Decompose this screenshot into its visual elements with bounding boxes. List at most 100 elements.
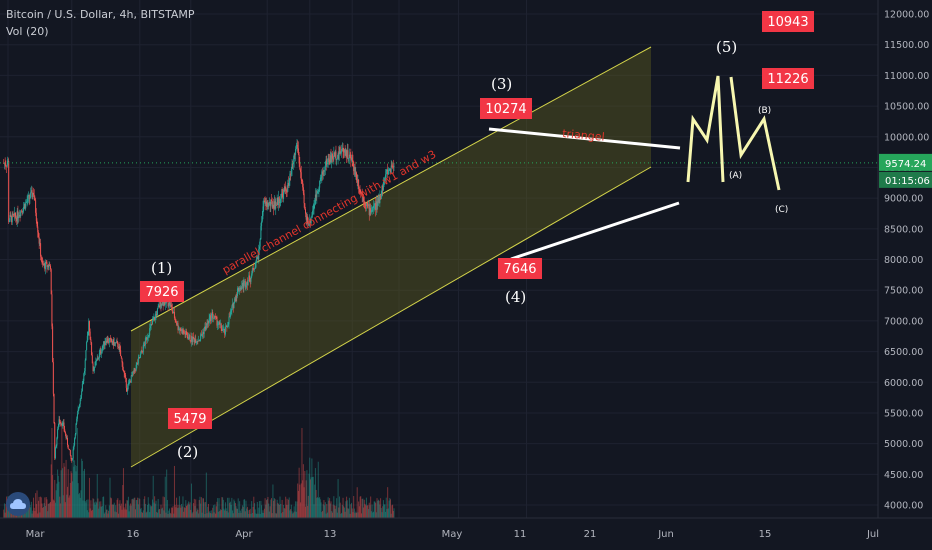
volume-bar <box>317 497 319 518</box>
volume-bar <box>213 512 215 518</box>
candle-body <box>81 383 83 392</box>
candle-body <box>30 190 32 193</box>
triangle-lower-line[interactable] <box>510 201 680 261</box>
volume-bar <box>382 500 384 518</box>
volume-bar <box>191 513 193 518</box>
volume-bar <box>86 499 88 518</box>
volume-bar <box>377 499 379 518</box>
volume-bar <box>154 503 156 518</box>
volume-bar <box>192 511 194 518</box>
time-axis[interactable] <box>0 518 932 550</box>
triangle-upper-line[interactable] <box>488 127 681 150</box>
volume-bar <box>326 504 328 518</box>
channel-lower-line[interactable] <box>130 166 652 468</box>
wave-label: (A) <box>729 171 742 181</box>
volume-bar <box>355 511 357 518</box>
volume-bar <box>292 512 294 518</box>
volume-bar <box>304 470 306 518</box>
candle-body <box>159 305 161 308</box>
volume-bar <box>156 512 158 518</box>
y-tick-label: 6000.00 <box>884 378 923 389</box>
candle-body <box>273 201 275 209</box>
volume-bar <box>69 495 71 518</box>
volume-bar <box>277 502 279 518</box>
volume-bar <box>227 512 229 518</box>
candle-body <box>111 341 113 344</box>
volume-bar <box>138 497 140 518</box>
candle-body <box>23 206 25 212</box>
volume-bar <box>375 502 377 518</box>
volume-bar <box>146 511 148 518</box>
volume-bar <box>35 493 37 518</box>
volume-bar <box>157 499 159 518</box>
candle-body <box>59 419 61 422</box>
volume-bar <box>376 498 378 518</box>
candle-body <box>188 335 190 338</box>
volume-bar <box>60 470 62 518</box>
candle-body <box>46 262 48 267</box>
candle-body <box>54 422 56 459</box>
candle-body <box>175 319 177 323</box>
volume-bar <box>331 512 333 518</box>
tradingview-logo[interactable] <box>6 492 30 516</box>
candle-body <box>161 304 163 307</box>
volume-bar <box>61 428 63 518</box>
volume-bar <box>52 475 54 518</box>
price-box-label: 10274 <box>485 102 526 117</box>
volume-bar <box>155 500 157 518</box>
volume-bar <box>180 507 182 518</box>
cloud-icon <box>10 499 26 509</box>
projection-abc[interactable] <box>729 76 781 191</box>
y-tick-label: 4000.00 <box>884 501 923 512</box>
price-box <box>140 281 184 302</box>
candle-body <box>122 362 124 370</box>
volume-bar <box>212 507 214 518</box>
volume-bar <box>370 511 372 518</box>
volume-bar <box>283 508 285 518</box>
volume-bar <box>302 480 304 518</box>
volume-bar <box>305 506 306 518</box>
candle-body <box>179 328 181 331</box>
volume-bar <box>162 496 164 518</box>
candle-body <box>314 204 316 206</box>
volume-bar <box>296 501 298 518</box>
candle-body <box>271 200 273 208</box>
candle-body <box>205 326 207 330</box>
candle-body <box>33 194 35 200</box>
volume-bar <box>244 511 246 518</box>
price-axis[interactable] <box>878 0 932 550</box>
candle-body <box>210 314 212 322</box>
volume-bar <box>31 513 33 518</box>
projection-wave-5[interactable] <box>686 75 725 183</box>
volume-bar <box>172 506 174 518</box>
volume-bar <box>119 500 121 518</box>
candle-body <box>237 287 239 289</box>
volume-bar <box>236 508 238 518</box>
candle-body <box>263 200 265 207</box>
candle-body <box>239 287 241 291</box>
candle-body <box>121 358 123 363</box>
candle-body <box>32 192 34 198</box>
candle-body <box>349 154 351 156</box>
candle-body <box>201 334 203 336</box>
candle-body <box>387 170 389 175</box>
candle-body <box>344 149 346 156</box>
candle-body <box>174 318 176 320</box>
candle-body <box>254 268 255 270</box>
volume-bar <box>348 497 350 518</box>
candle-body <box>87 331 89 337</box>
volume-bar <box>363 499 365 518</box>
volume-bar <box>89 508 91 518</box>
candle-body <box>28 195 30 199</box>
volume-bar <box>163 510 165 518</box>
channel-upper-line[interactable] <box>130 46 652 332</box>
volume-bar <box>140 507 142 518</box>
candle-body <box>360 192 362 194</box>
candle-body <box>64 428 66 433</box>
candle-body <box>16 210 18 222</box>
volume-bar <box>254 503 255 518</box>
candle-body <box>5 165 7 166</box>
candle-body <box>236 295 238 297</box>
volume-bar <box>36 490 38 518</box>
